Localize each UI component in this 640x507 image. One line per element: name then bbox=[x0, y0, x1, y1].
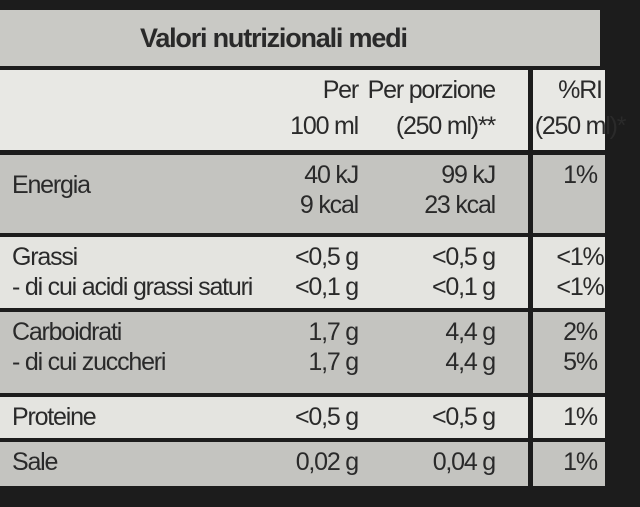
value-cell: <0,1 g bbox=[431, 273, 496, 301]
value-cell: 9 kcal bbox=[299, 191, 359, 219]
value-cell: 5% bbox=[563, 348, 598, 376]
value-cell: 1% bbox=[563, 161, 598, 189]
row-band bbox=[0, 397, 605, 438]
value-cell: 40 kJ bbox=[304, 161, 359, 189]
row-label: - di cui zuccheri bbox=[12, 348, 166, 376]
value-cell: 1,7 g bbox=[308, 348, 359, 376]
value-cell: <0,1 g bbox=[294, 273, 359, 301]
value-cell: 99 kJ bbox=[441, 161, 496, 189]
value-cell: <0,5 g bbox=[294, 243, 359, 271]
value-cell: <1% bbox=[556, 273, 604, 301]
title-band bbox=[0, 10, 600, 66]
value-cell: <0,5 g bbox=[431, 243, 496, 271]
header-cell: (250 ml)* bbox=[534, 112, 627, 140]
value-cell: 0,04 g bbox=[432, 448, 497, 476]
header-cell: Per porzione bbox=[367, 76, 497, 104]
header-band bbox=[0, 70, 605, 150]
header-cell: (250 ml)** bbox=[395, 112, 496, 140]
row-label: Proteine bbox=[12, 403, 97, 431]
header-cell: Per bbox=[322, 76, 360, 104]
row-band bbox=[0, 155, 605, 233]
header-cell: 100 ml bbox=[290, 112, 359, 140]
row-label: - di cui acidi grassi saturi bbox=[12, 273, 253, 301]
value-cell: 4,4 g bbox=[445, 318, 496, 346]
row-label: Grassi bbox=[12, 243, 78, 271]
value-cell: 1% bbox=[563, 448, 598, 476]
value-cell: 23 kcal bbox=[424, 191, 496, 219]
title: Valori nutrizionali medi bbox=[140, 23, 408, 53]
value-cell: 2% bbox=[563, 318, 598, 346]
header-cell: %RI bbox=[558, 76, 603, 104]
value-cell: <1% bbox=[556, 243, 604, 271]
value-cell: 1,7 g bbox=[308, 318, 359, 346]
value-cell: 0,02 g bbox=[295, 448, 360, 476]
value-cell: 4,4 g bbox=[445, 348, 496, 376]
row-band bbox=[0, 442, 605, 486]
value-cell: 1% bbox=[563, 403, 598, 431]
row-label: Carboidrati bbox=[12, 318, 122, 346]
value-cell: <0,5 g bbox=[431, 403, 496, 431]
row-band bbox=[0, 237, 605, 308]
row-label: Energia bbox=[12, 171, 91, 199]
column-divider bbox=[528, 68, 533, 488]
value-cell: <0,5 g bbox=[294, 403, 359, 431]
row-label: Sale bbox=[12, 448, 58, 476]
row-band bbox=[0, 312, 605, 393]
